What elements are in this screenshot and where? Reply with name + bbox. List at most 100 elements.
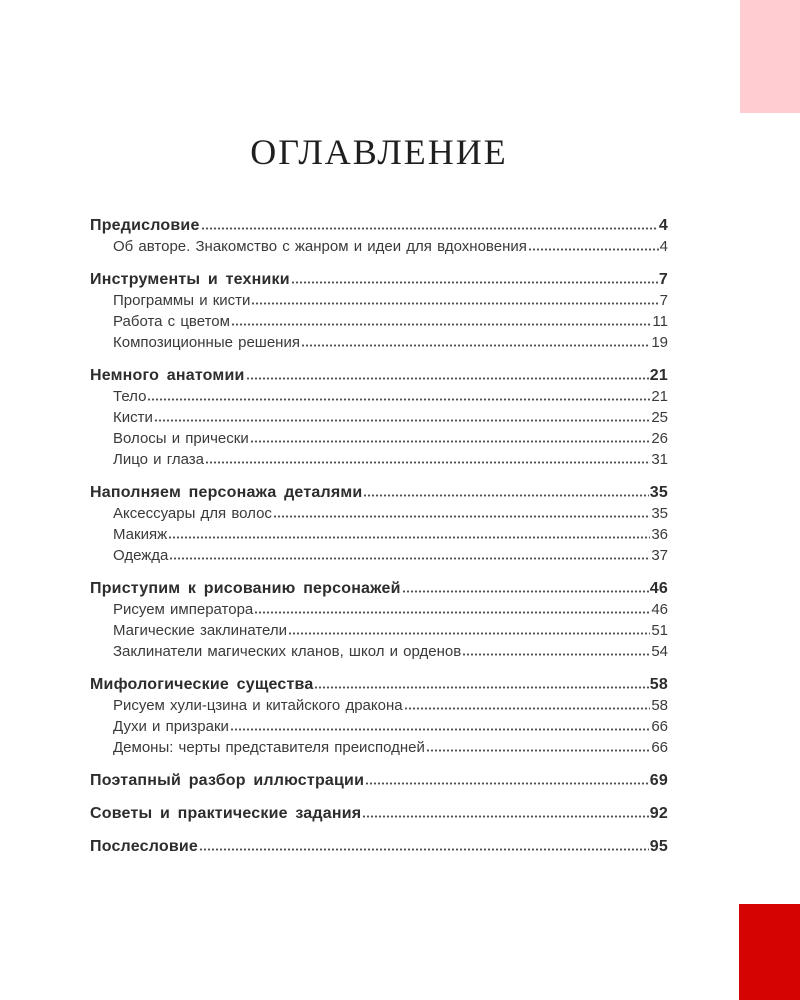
toc-sub-entry-label: Тело	[113, 388, 147, 405]
toc-sub-entry: Демоны: черты представителя преисподней 6…	[90, 737, 668, 758]
toc-section-entry-label: Наполняем персонажа деталями	[90, 484, 363, 501]
dot-leader	[300, 344, 651, 347]
toc-section-entry: Советы и практические задания 92	[90, 803, 668, 824]
toc-group: Послесловие 95	[90, 836, 668, 857]
dot-leader	[362, 815, 649, 818]
toc-list: Предисловие 4 Об авторе. Знакомство с жанр…	[90, 215, 668, 869]
toc-section-entry-label: Послесловие	[90, 838, 198, 855]
toc-group: Наполняем персонажа деталями 35 Аксессуары…	[90, 482, 668, 566]
toc-section-entry-label: Советы и практические задания	[90, 805, 362, 822]
toc-sub-entry: Тело 21	[90, 386, 668, 407]
toc-section-entry-page-number: 35	[649, 484, 668, 501]
toc-sub-entry: Работа с цветом 11	[90, 311, 668, 332]
dot-leader	[168, 536, 651, 539]
toc-sub-entry: Рисуем хули-цзина и китайского дракона 58	[90, 695, 668, 716]
dot-leader	[527, 248, 659, 251]
toc-sub-entry-page-number: 26	[651, 430, 668, 447]
toc-sub-entry-label: Об авторе. Знакомство с жанром и идеи дл…	[113, 238, 527, 255]
toc-section-entry-page-number: 46	[649, 580, 668, 597]
toc-section-entry-label: Немного анатомии	[90, 367, 245, 384]
toc-section-entry-label: Мифологические существа	[90, 676, 314, 693]
toc-group: Поэтапный разбор иллюстрации 69	[90, 770, 668, 791]
dot-leader	[401, 590, 649, 593]
toc-sub-entry-page-number: 21	[651, 388, 668, 405]
toc-sub-entry-page-number: 58	[651, 697, 668, 714]
toc-sub-entry-page-number: 54	[651, 643, 668, 660]
page-title: ОГЛАВЛЕНИЕ	[250, 132, 508, 172]
dot-leader	[245, 377, 649, 380]
toc-section-entry-page-number: 92	[649, 805, 668, 822]
dot-leader	[229, 728, 651, 731]
toc-sub-entry-label: Магические заклинатели	[113, 622, 288, 639]
toc-section-entry-page-number: 69	[649, 772, 668, 789]
toc-group: Предисловие 4 Об авторе. Знакомство с жанр…	[90, 215, 668, 257]
toc-sub-entry-label: Заклинатели магических кланов, школ и ор…	[113, 643, 462, 660]
toc-section-entry-label: Поэтапный разбор иллюстрации	[90, 772, 365, 789]
toc-sub-entry-page-number: 11	[652, 313, 668, 330]
toc-sub-entry-page-number: 51	[651, 622, 668, 639]
dot-leader	[251, 302, 659, 305]
toc-section-entry-page-number: 4	[658, 217, 668, 234]
toc-sub-entry-label: Кисти	[113, 409, 153, 426]
toc-sub-entry: Макияж 36	[90, 524, 668, 545]
toc-sub-entry: Кисти 25	[90, 407, 668, 428]
toc-sub-entry-page-number: 4	[659, 238, 668, 255]
dot-leader	[272, 515, 651, 518]
red-corner-block	[739, 904, 800, 1000]
toc-sub-entry: Волосы и прически 26	[90, 428, 668, 449]
dot-leader	[290, 281, 658, 284]
toc-sub-entry-label: Композиционные решения	[113, 334, 300, 351]
toc-section-entry: Немного анатомии 21	[90, 365, 668, 386]
toc-group: Немного анатомии 21 Тело 21 Кисти 25 Волосы и …	[90, 365, 668, 470]
toc-sub-entry-page-number: 66	[651, 718, 668, 735]
toc-sub-entry-label: Работа с цветом	[113, 313, 230, 330]
toc-sub-entry: Одежда 37	[90, 545, 668, 566]
toc-sub-entry-page-number: 19	[651, 334, 668, 351]
toc-section-entry: Послесловие 95	[90, 836, 668, 857]
toc-sub-entry: Программы и кисти 7	[90, 290, 668, 311]
dot-leader	[425, 749, 651, 752]
toc-section-entry-page-number: 95	[649, 838, 668, 855]
toc-group: Приступим к рисованию персонажей 46 Рисуем…	[90, 578, 668, 662]
dot-leader	[462, 653, 651, 656]
toc-sub-entry: Магические заклинатели 51	[90, 620, 668, 641]
dot-leader	[147, 398, 651, 401]
toc-sub-entry: Заклинатели магических кланов, школ и ор…	[90, 641, 668, 662]
dot-leader	[249, 440, 651, 443]
toc-sub-entry-label: Демоны: черты представителя преисподней	[113, 739, 425, 756]
toc-section-entry: Предисловие 4	[90, 215, 668, 236]
dot-leader	[200, 227, 658, 230]
toc-section-entry-page-number: 58	[649, 676, 668, 693]
dot-leader	[199, 848, 649, 851]
toc-sub-entry: Об авторе. Знакомство с жанром и идеи дл…	[90, 236, 668, 257]
toc-sub-entry-page-number: 37	[651, 547, 668, 564]
toc-sub-entry-page-number: 31	[651, 451, 668, 468]
dot-leader	[288, 632, 651, 635]
dot-leader	[403, 707, 651, 710]
dot-leader	[365, 782, 649, 785]
toc-section-entry: Приступим к рисованию персонажей 46	[90, 578, 668, 599]
toc-section-entry: Инструменты и техники 7	[90, 269, 668, 290]
toc-sub-entry-page-number: 35	[651, 505, 668, 522]
toc-sub-entry: Лицо и глаза 31	[90, 449, 668, 470]
toc-section-entry-label: Предисловие	[90, 217, 200, 234]
dot-leader	[205, 461, 651, 464]
toc-group: Советы и практические задания 92	[90, 803, 668, 824]
toc-group: Мифологические существа 58 Рисуем хули-цзи…	[90, 674, 668, 758]
toc-section-entry-page-number: 7	[658, 271, 668, 288]
toc-section-entry: Поэтапный разбор иллюстрации 69	[90, 770, 668, 791]
toc-sub-entry: Духи и призраки 66	[90, 716, 668, 737]
toc-sub-entry-label: Рисуем хули-цзина и китайского дракона	[113, 697, 403, 714]
toc-section-entry-label: Приступим к рисованию персонажей	[90, 580, 401, 597]
toc-sub-entry-label: Рисуем императора	[113, 601, 254, 618]
toc-sub-entry-page-number: 46	[651, 601, 668, 618]
toc-sub-entry-label: Программы и кисти	[113, 292, 251, 309]
toc-sub-entry-label: Аксессуары для волос	[113, 505, 272, 522]
toc-sub-entry: Композиционные решения 19	[90, 332, 668, 353]
toc-section-entry: Мифологические существа 58	[90, 674, 668, 695]
toc-sub-entry-label: Лицо и глаза	[113, 451, 204, 468]
toc-sub-entry-page-number: 7	[659, 292, 668, 309]
toc-sub-entry-label: Одежда	[113, 547, 169, 564]
dot-leader	[314, 686, 649, 689]
